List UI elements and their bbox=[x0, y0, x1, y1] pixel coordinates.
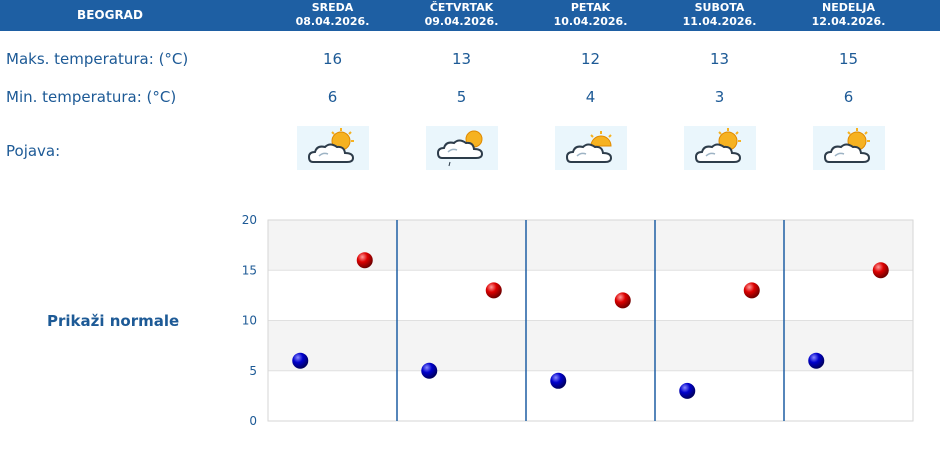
partly-cloudy-sun-icon bbox=[813, 126, 885, 170]
max-temp-value: 13 bbox=[451, 50, 472, 68]
day-header-5: NEDELJA 12.04.2026. bbox=[784, 1, 913, 29]
y-tick-label: 15 bbox=[242, 263, 257, 277]
max-temp-value: 16 bbox=[322, 50, 343, 68]
max-temp-point bbox=[485, 282, 502, 299]
phenomena-label: Pojava: bbox=[6, 142, 61, 160]
day-name: NEDELJA bbox=[822, 1, 875, 14]
max-temp-point bbox=[872, 262, 889, 279]
min-temp-value: 6 bbox=[327, 88, 338, 106]
cloudy-sun-icon bbox=[555, 126, 627, 170]
min-temp-value: 4 bbox=[585, 88, 596, 106]
day-date: 08.04.2026. bbox=[295, 15, 370, 28]
min-temp-label: Min. temperatura: (°C) bbox=[6, 88, 177, 106]
city-name: BEOGRAD bbox=[77, 8, 143, 22]
max-temp-value: 13 bbox=[709, 50, 730, 68]
chart-band bbox=[268, 370, 913, 421]
day-header-1: SREDA 08.04.2026. bbox=[268, 1, 397, 29]
max-temp-point bbox=[614, 292, 631, 309]
partly-cloudy-sun-icon bbox=[684, 126, 756, 170]
day-date: 11.04.2026. bbox=[682, 15, 757, 28]
day-header-2: ČETVRTAK 09.04.2026. bbox=[397, 1, 526, 29]
min-temp-point bbox=[679, 382, 696, 399]
show-normals-link[interactable]: Prikaži normale bbox=[47, 312, 180, 330]
day-date: 09.04.2026. bbox=[424, 15, 499, 28]
cloudy-light-rain-icon bbox=[426, 126, 498, 170]
min-temp-value: 5 bbox=[456, 88, 467, 106]
forecast-header: BEOGRAD SREDA 08.04.2026. ČETVRTAK 09.04… bbox=[0, 0, 940, 31]
day-header-4: SUBOTA 11.04.2026. bbox=[655, 1, 784, 29]
y-tick-label: 0 bbox=[249, 414, 257, 428]
day-name: PETAK bbox=[570, 1, 611, 14]
chart-band bbox=[268, 320, 913, 371]
day-name: SREDA bbox=[311, 1, 354, 14]
max-temp-point bbox=[356, 252, 373, 269]
max-temp-label: Maks. temperatura: (°C) bbox=[6, 50, 189, 68]
max-temp-value: 12 bbox=[580, 50, 601, 68]
y-tick-label: 10 bbox=[242, 314, 257, 328]
day-date: 12.04.2026. bbox=[811, 15, 886, 28]
min-temp-point bbox=[292, 352, 309, 369]
min-temp-value: 3 bbox=[714, 88, 725, 106]
chart-band bbox=[268, 220, 913, 271]
partly-cloudy-sun-icon bbox=[297, 126, 369, 170]
day-header-3: PETAK 10.04.2026. bbox=[526, 1, 655, 29]
min-temp-point bbox=[550, 372, 567, 389]
chart-frame bbox=[267, 219, 914, 422]
day-name: SUBOTA bbox=[694, 1, 745, 14]
max-temp-value: 15 bbox=[838, 50, 859, 68]
day-name: ČETVRTAK bbox=[429, 1, 494, 14]
chart-band bbox=[268, 270, 913, 321]
min-temp-point bbox=[808, 352, 825, 369]
y-tick-label: 5 bbox=[249, 364, 257, 378]
min-temp-point bbox=[421, 362, 438, 379]
y-tick-label: 20 bbox=[242, 213, 257, 227]
day-date: 10.04.2026. bbox=[553, 15, 628, 28]
max-temp-point bbox=[743, 282, 760, 299]
min-temp-value: 6 bbox=[843, 88, 854, 106]
